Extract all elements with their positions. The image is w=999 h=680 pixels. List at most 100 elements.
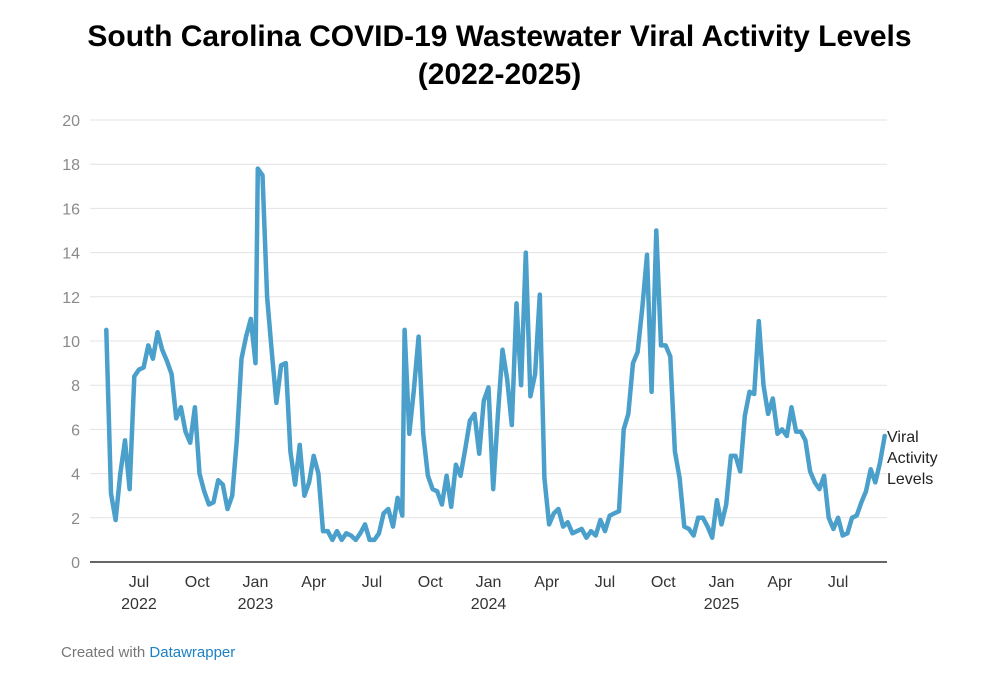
data-point bbox=[260, 173, 265, 178]
data-point bbox=[672, 449, 677, 454]
data-point bbox=[542, 476, 547, 480]
data-point bbox=[738, 469, 743, 474]
data-point bbox=[836, 515, 841, 520]
data-point bbox=[104, 327, 109, 332]
data-point bbox=[500, 347, 505, 352]
data-point bbox=[353, 537, 358, 542]
x-tick-label: Jul bbox=[595, 574, 615, 591]
x-tick-label: Jan bbox=[476, 574, 502, 591]
data-point bbox=[770, 396, 775, 401]
data-point bbox=[349, 533, 353, 538]
data-point bbox=[344, 531, 349, 536]
data-point bbox=[551, 511, 556, 516]
data-point bbox=[822, 473, 827, 478]
data-point bbox=[307, 480, 312, 485]
data-point bbox=[491, 487, 496, 492]
data-point bbox=[575, 529, 580, 534]
data-point bbox=[696, 515, 701, 520]
data-point bbox=[202, 489, 207, 494]
y-tick-label: 6 bbox=[71, 422, 80, 439]
data-point bbox=[817, 487, 822, 492]
data-point bbox=[211, 500, 216, 505]
data-point bbox=[495, 414, 500, 419]
data-point bbox=[845, 531, 850, 536]
y-tick-label: 0 bbox=[71, 555, 80, 572]
x-tick-label: Jan bbox=[243, 574, 269, 591]
data-point bbox=[477, 451, 482, 456]
data-point bbox=[458, 473, 463, 478]
data-point bbox=[358, 531, 363, 536]
credit-line: Created with Datawrapper bbox=[61, 644, 235, 661]
data-point bbox=[882, 434, 887, 438]
credit-text: Created with bbox=[61, 644, 146, 661]
data-point bbox=[626, 411, 631, 416]
x-tick-label: Jul bbox=[129, 574, 149, 591]
y-tick-label: 2 bbox=[71, 511, 80, 528]
series-label: Viral Activity Levels bbox=[887, 429, 938, 488]
data-point bbox=[533, 372, 538, 377]
data-point bbox=[635, 350, 640, 355]
data-point bbox=[742, 414, 747, 419]
data-point bbox=[372, 537, 377, 542]
data-point bbox=[113, 518, 118, 522]
chart-title: South Carolina COVID-19 Wastewater Viral… bbox=[0, 18, 999, 94]
data-point bbox=[547, 522, 552, 527]
data-point bbox=[631, 361, 635, 366]
data-point bbox=[150, 356, 155, 361]
data-point bbox=[691, 533, 696, 538]
data-point bbox=[132, 374, 137, 379]
series-label-line: Activity bbox=[887, 450, 938, 467]
data-point bbox=[183, 429, 188, 434]
data-point bbox=[283, 361, 288, 366]
data-point bbox=[216, 478, 221, 483]
data-point bbox=[523, 250, 528, 255]
data-point bbox=[603, 529, 607, 534]
data-point bbox=[407, 431, 412, 436]
datawrapper-link[interactable]: Datawrapper bbox=[149, 644, 236, 661]
data-point bbox=[430, 487, 435, 492]
data-point bbox=[279, 363, 284, 368]
data-point bbox=[444, 473, 449, 478]
data-point bbox=[649, 389, 654, 394]
data-point bbox=[239, 356, 244, 361]
x-tick-label: Oct bbox=[185, 574, 210, 591]
data-point bbox=[803, 438, 808, 443]
data-point bbox=[789, 405, 794, 410]
data-point bbox=[537, 292, 542, 297]
data-point bbox=[850, 515, 854, 520]
data-point bbox=[297, 442, 302, 447]
data-point bbox=[325, 529, 330, 534]
data-point bbox=[316, 471, 321, 476]
data-point bbox=[335, 529, 339, 534]
data-point bbox=[579, 526, 584, 531]
data-point bbox=[663, 343, 668, 348]
data-point bbox=[761, 383, 766, 388]
y-axis-ticks: 0 2 4 6 8 10 12 14 16 18 20 bbox=[62, 113, 80, 572]
data-point bbox=[612, 511, 617, 516]
series-label-line: Levels bbox=[887, 471, 933, 488]
data-point bbox=[840, 533, 845, 538]
data-point bbox=[155, 330, 160, 335]
data-point bbox=[519, 383, 524, 388]
data-point bbox=[386, 507, 391, 511]
chart-title-line-1: South Carolina COVID-19 Wastewater Viral… bbox=[87, 20, 912, 53]
y-tick-label: 16 bbox=[62, 201, 80, 218]
data-point bbox=[192, 405, 197, 410]
x-year-label: 2022 bbox=[121, 596, 157, 613]
data-point bbox=[367, 537, 372, 542]
data-point bbox=[234, 438, 239, 443]
data-point bbox=[302, 493, 307, 498]
x-tick-label: Apr bbox=[767, 574, 793, 591]
data-point bbox=[617, 509, 621, 514]
data-point bbox=[230, 493, 235, 498]
data-point bbox=[798, 429, 803, 434]
data-point bbox=[514, 301, 519, 306]
y-tick-label: 8 bbox=[71, 378, 80, 395]
data-point bbox=[733, 453, 738, 458]
data-point bbox=[752, 392, 757, 396]
x-year-label: 2025 bbox=[704, 596, 740, 613]
data-point bbox=[756, 319, 761, 324]
data-point bbox=[411, 387, 416, 392]
data-point bbox=[598, 518, 603, 522]
